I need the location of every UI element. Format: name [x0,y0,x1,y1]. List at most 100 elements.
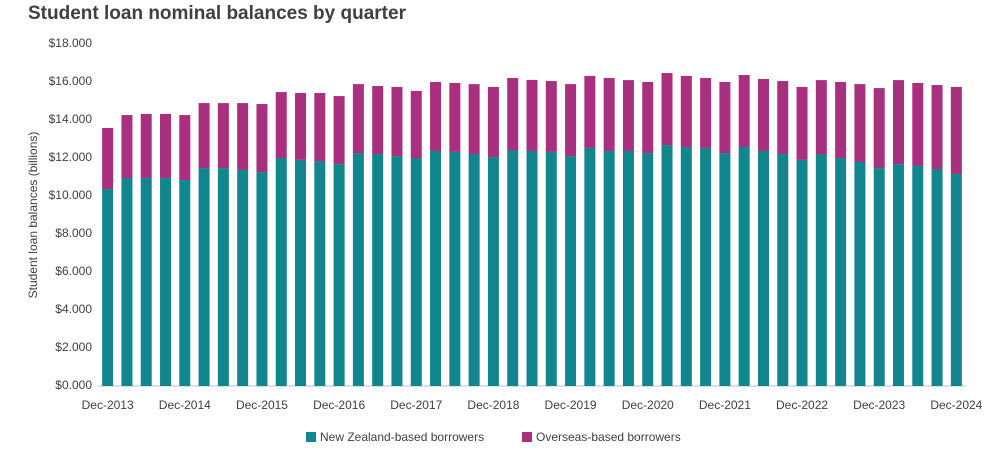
bar-segment [661,145,673,386]
bar-segment [565,84,577,157]
bar-segment [873,88,885,169]
bar-segment [256,172,268,386]
bar-segment [777,81,789,155]
bar-segment [468,154,480,386]
bar-segment [796,159,808,386]
bar-segment [892,80,904,165]
bar-segment [507,78,519,151]
bar-segment [102,188,114,386]
bar-segment [333,96,345,165]
legend-label: Overseas-based borrowers [536,430,681,444]
bar-segment [815,80,827,155]
x-tick-label: Dec-2016 [313,398,365,412]
bar-segment [757,150,769,386]
bar-segment [198,168,210,386]
bar-segment [121,177,133,386]
y-tick-label: $18.000 [49,36,93,50]
bar-segment [603,150,615,386]
bar-segment [950,173,962,386]
bar-segment [140,177,152,386]
y-tick-label: $10.000 [49,188,93,202]
chart-title: Student loan nominal balances by quarter [28,3,407,24]
x-tick-label: Dec-2013 [82,398,134,412]
bar-segment [526,79,538,151]
y-axis-label: Student loan balances (billions) [26,132,40,299]
bar-segment [198,103,210,169]
bar-segment [507,150,519,386]
legend-label: New Zealand-based borrowers [320,430,484,444]
bar-segment [468,84,480,155]
bar-segment [854,84,866,162]
legend-swatch [522,432,532,442]
bar-segment [391,156,403,386]
bar-segment [275,92,287,158]
bar-segment [256,104,268,173]
bar-segment [912,165,924,386]
bar-segment [777,154,789,386]
bar-segment [449,82,461,152]
bar-segment [545,81,557,152]
y-tick-label: $16.000 [49,74,93,88]
bar-segment [835,158,847,386]
y-tick-label: $2.000 [55,340,92,354]
bar-segment [719,153,731,386]
bar-segment [275,158,287,386]
bar-segment [314,93,326,162]
x-tick-label: Dec-2018 [467,398,519,412]
bar-segment [295,159,307,386]
bar-segment [950,86,962,174]
bar-segment [738,74,750,147]
bar-segment [295,93,307,160]
bar-segment [719,82,731,154]
bar-segment [931,85,943,170]
bar-segment [314,161,326,386]
bar-segment [700,78,712,148]
bar-segment [160,177,172,386]
y-tick-label: $6.000 [55,264,92,278]
bar-segment [757,78,769,151]
x-tick-label: Dec-2022 [776,398,828,412]
y-tick-label: $12.000 [49,150,93,164]
x-tick-label: Dec-2021 [699,398,751,412]
bar-segment [410,90,422,158]
bar-segment [333,164,345,386]
bar-segment [217,168,229,386]
bar-segment [603,78,615,151]
bar-segment [545,151,557,386]
bar-segment [372,154,384,386]
y-tick-label: $14.000 [49,112,93,126]
bar-segment [622,150,634,386]
x-tick-label: Dec-2014 [159,398,211,412]
bar-segment [931,169,943,386]
bar-segment [487,86,499,158]
bar-segment [430,150,442,386]
bar-segment [140,113,152,178]
bar-segment [796,86,808,160]
bar-segment [835,82,847,158]
bar-segment [430,82,442,151]
bar-segment [237,169,249,386]
bar-segment [700,147,712,386]
bar-segment [237,103,249,170]
bar-segment [584,147,596,386]
bar-segment [565,156,577,386]
bar-segment [680,146,692,386]
bar-segment [372,85,384,155]
bar-segment [217,103,229,169]
bar-segment [584,75,596,148]
bar-segment [391,86,403,157]
bar-segment [680,75,692,147]
bar-segment [160,113,172,178]
bar-segment [352,84,364,154]
x-tick-label: Dec-2020 [622,398,674,412]
x-tick-label: Dec-2017 [390,398,442,412]
bar-segment [102,127,114,189]
bar-segment [487,157,499,386]
bar-segment [873,168,885,386]
bar-segment [622,80,634,151]
legend-swatch [306,432,316,442]
y-tick-label: $8.000 [55,226,92,240]
x-tick-label: Dec-2019 [545,398,597,412]
